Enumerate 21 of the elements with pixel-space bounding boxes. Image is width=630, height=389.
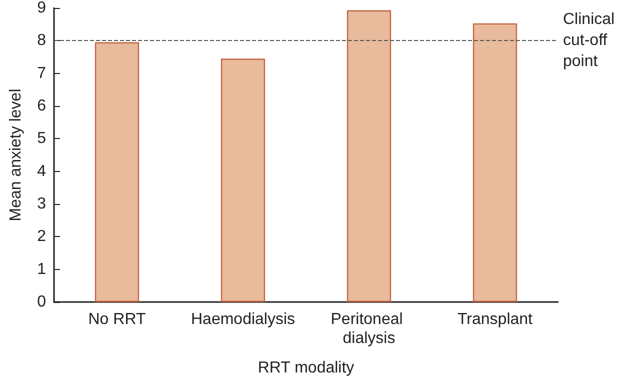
bar	[94, 42, 140, 302]
y-tick-label: 2	[37, 228, 46, 246]
x-tick-label: No RRT	[88, 311, 146, 328]
y-tick-label: 5	[37, 130, 46, 148]
x-tick-label: Haemodialysis	[190, 311, 296, 328]
y-tick-label: 8	[37, 32, 46, 50]
y-tick-label: 1	[37, 260, 46, 278]
bar	[220, 58, 266, 302]
y-tick-label: 3	[37, 196, 46, 212]
y-axis-title: Mean anxiety level	[8, 88, 24, 222]
y-tick-label: 4	[37, 162, 46, 180]
x-axis-title: RRT modality	[258, 360, 354, 376]
y-tick-label: 6	[37, 98, 46, 114]
y-tick-label: 0	[37, 294, 46, 310]
x-tick-label: Peritoneal dialysis	[330, 311, 408, 347]
x-tick-label: Transplant	[458, 311, 534, 328]
y-tick-label: 7	[37, 64, 46, 82]
bar	[472, 23, 518, 302]
bar	[346, 10, 392, 302]
ref-line-label: Clinical cut-off point	[563, 11, 620, 70]
y-tick-label: 9	[37, 0, 46, 16]
